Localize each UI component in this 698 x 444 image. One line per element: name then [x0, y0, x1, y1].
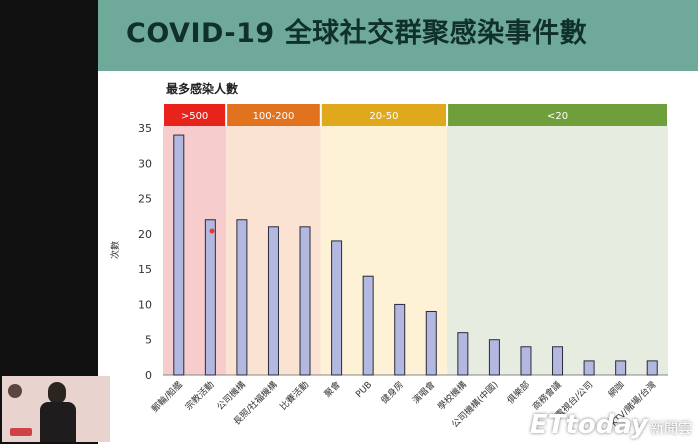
y-tick-label: 5	[145, 334, 152, 347]
category-label: 演唱會	[410, 379, 438, 407]
category-label: 公司機構	[214, 379, 248, 413]
band-background	[163, 126, 227, 375]
category-label: 宗教活動	[183, 379, 217, 413]
category-label: 比賽活動	[277, 379, 311, 413]
bar	[362, 275, 374, 376]
category-label: 網咖	[606, 379, 627, 400]
band-header	[227, 104, 320, 126]
bar	[646, 360, 658, 376]
band-label: <20	[547, 111, 568, 122]
watermark-sub: 新聞雲	[650, 421, 692, 437]
y-tick-label: 35	[138, 122, 152, 135]
band-header	[321, 104, 447, 126]
band-label: >500	[181, 111, 208, 122]
y-tick-label: 10	[138, 298, 152, 311]
category-label: 商務會議	[530, 379, 564, 413]
speaker-body	[40, 402, 76, 442]
category-label: PUB	[354, 380, 374, 400]
chart-subtitle: 最多感染人數	[166, 82, 239, 96]
bar	[615, 360, 627, 376]
band-label: 20-50	[369, 111, 398, 122]
watermark-main: ETtoday	[529, 410, 648, 440]
band-background	[447, 126, 668, 375]
category-label: 郵輪/船艦	[149, 379, 185, 415]
bar	[331, 240, 343, 376]
band-header	[164, 104, 226, 126]
title-bar: COVID-19 全球社交群聚感染事件數	[98, 0, 698, 71]
bar	[488, 339, 500, 376]
bar	[173, 134, 185, 376]
bar	[552, 346, 564, 376]
bar	[394, 303, 406, 376]
bar	[425, 310, 437, 376]
y-tick-label: 20	[138, 228, 152, 241]
bar	[236, 219, 248, 376]
bar	[457, 332, 469, 376]
band-header	[448, 104, 667, 126]
speaker-head	[48, 382, 66, 404]
bar	[520, 346, 532, 376]
podium-sign	[10, 428, 32, 436]
slide-title: COVID-19 全球社交群聚感染事件數	[126, 18, 588, 49]
category-label: 聚會	[321, 379, 342, 400]
band-label: 100-200	[253, 111, 295, 122]
y-tick-label: 15	[138, 263, 152, 276]
y-tick-label: 25	[138, 193, 152, 206]
category-label: 學校機構	[435, 379, 469, 413]
bar	[299, 226, 311, 376]
category-label: 俱樂部	[505, 379, 533, 407]
y-tick-label: 30	[138, 157, 152, 170]
y-axis-label: 次數	[109, 241, 121, 259]
bar	[267, 226, 279, 376]
category-label: 健身房	[378, 379, 406, 407]
laser-pointer-dot	[209, 228, 215, 234]
bar	[583, 360, 595, 376]
y-tick-label: 0	[145, 369, 152, 382]
bar	[204, 219, 216, 376]
speaker-video-inset	[2, 376, 110, 442]
emblem-icon	[8, 384, 22, 398]
watermark-logo: ETtoday 新聞雲	[530, 410, 692, 440]
